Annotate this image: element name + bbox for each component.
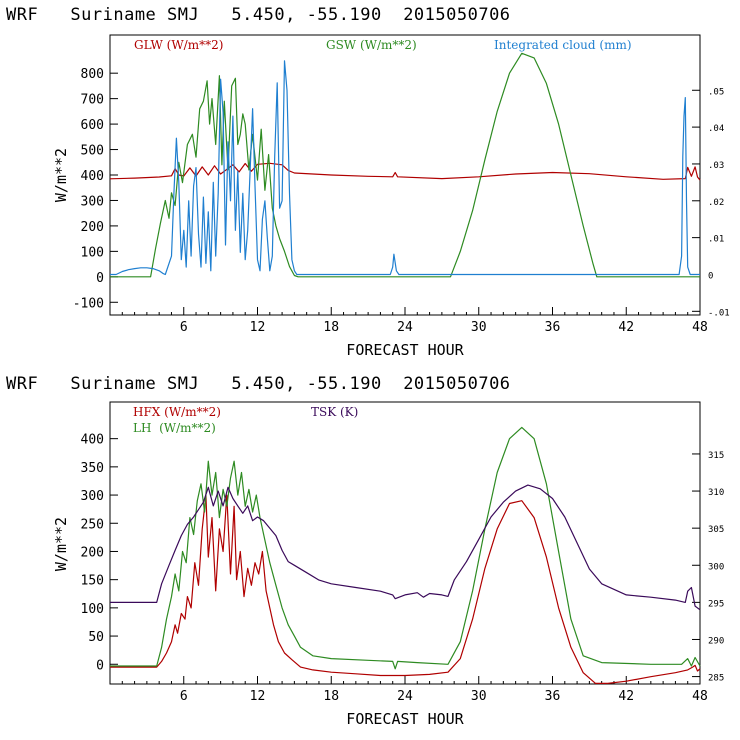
- legend-cloud: Integrated cloud (mm): [494, 38, 632, 52]
- chart-2-x-tick-label: 18: [323, 689, 339, 704]
- chart-1: WRF Suriname SMJ 5.450, -55.190 20150507…: [6, 5, 730, 359]
- chart-1-x-tick-label: 30: [471, 320, 487, 335]
- chart-2-title: WRF Suriname SMJ 5.450, -55.190 20150507…: [6, 374, 511, 394]
- chart-2-x-tick-label: 6: [180, 689, 188, 704]
- series-line-tsk: [110, 484, 701, 611]
- chart-2-x-tick-label: 24: [397, 689, 413, 704]
- chart-2-plot-frame: [109, 401, 701, 685]
- series-line-glw: [109, 162, 701, 181]
- chart-2-y2-tick-label: 310: [708, 488, 724, 498]
- chart-1-y-tick-label: 800: [81, 67, 104, 82]
- chart-2-y-tick-label: 100: [81, 602, 104, 617]
- legend-glw: GLW (W/m**2): [134, 38, 223, 52]
- chart-1-y2-ticks: -.01 0 .01 .02 .03 .04 .05: [692, 87, 730, 318]
- chart-2-y-axis-label: W/m**2: [52, 517, 70, 571]
- series-line-gsw: [110, 52, 700, 278]
- chart-2-y2-tick-label: 305: [708, 525, 724, 535]
- chart-1-y-ticks: -100 0 100 200 300 400 500 600 700 800: [73, 67, 118, 311]
- chart-1-y-tick-label: 400: [81, 169, 104, 184]
- chart-1-x-tick-label: 42: [618, 320, 634, 335]
- chart-2: WRF Suriname SMJ 5.450, -55.190 20150507…: [6, 374, 724, 728]
- chart-2-y2-ticks: 285 290 295 300 305 310 315: [692, 451, 724, 684]
- chart-1-x-tick-label: 24: [397, 320, 413, 335]
- legend-gsw: GSW (W/m**2): [326, 38, 417, 52]
- chart-2-x-tick-label: 12: [250, 689, 266, 704]
- chart-1-y-tick-label: 700: [81, 93, 104, 108]
- chart-2-x-tick-label: 42: [618, 689, 634, 704]
- chart-2-y-ticks: 0 50 100 150 200 250 300 350 400: [81, 433, 118, 673]
- chart-1-x-tick-label: 36: [545, 320, 561, 335]
- chart-1-y2-tick-label: 0: [708, 271, 713, 281]
- chart-1-y-tick-label: 0: [96, 271, 104, 286]
- series-line-lh: [110, 426, 701, 670]
- chart-2-y-tick-label: 0: [96, 658, 104, 673]
- chart-1-x-tick-label: 6: [180, 320, 188, 335]
- chart-1-series: [109, 52, 701, 278]
- legend-tsk: TSK (K): [311, 405, 358, 419]
- chart-2-y-tick-label: 150: [81, 574, 104, 589]
- chart-2-y2-tick-label: 290: [708, 636, 724, 646]
- chart-2-x-tick-label: 48: [692, 689, 708, 704]
- chart-2-x-tick-label: 30: [471, 689, 487, 704]
- series-line-hfx: [110, 494, 701, 685]
- chart-1-y-tick-label: 500: [81, 144, 104, 159]
- chart-1-y2-tick-label: .01: [708, 235, 724, 245]
- chart-2-y2-tick-label: 285: [708, 674, 724, 684]
- chart-2-y-tick-label: 50: [88, 630, 104, 645]
- chart-1-x-tick-label: 18: [323, 320, 339, 335]
- chart-2-y2-tick-label: 315: [708, 451, 724, 461]
- chart-1-y-tick-label: 300: [81, 194, 104, 209]
- chart-2-y-tick-label: 200: [81, 545, 104, 560]
- chart-2-y2-tick-label: 300: [708, 562, 724, 572]
- chart-1-y2-tick-label: .02: [708, 198, 724, 208]
- chart-1-y2-tick-label: .03: [708, 161, 724, 171]
- chart-1-y-axis-label: W/m**2: [52, 148, 70, 202]
- chart-1-x-tick-label: 12: [250, 320, 266, 335]
- chart-1-x-axis-label: FORECAST HOUR: [346, 341, 464, 359]
- chart-2-y-tick-label: 300: [81, 489, 104, 504]
- chart-1-y-tick-label: 100: [81, 245, 104, 260]
- chart-2-y-tick-label: 400: [81, 433, 104, 448]
- chart-2-x-tick-label: 36: [545, 689, 561, 704]
- series-line-cloud: [110, 60, 700, 276]
- chart-1-y-tick-label: 200: [81, 220, 104, 235]
- chart-1-title: WRF Suriname SMJ 5.450, -55.190 20150507…: [6, 5, 511, 25]
- chart-1-y-tick-label: -100: [73, 296, 104, 311]
- chart-1-x-tick-label: 48: [692, 320, 708, 335]
- chart-1-y2-tick-label: .04: [708, 124, 724, 134]
- chart-1-x-ticks: 6 12 18 24 30 36 42 48: [121, 307, 708, 335]
- chart-1-y2-tick-label: .05: [708, 87, 724, 97]
- chart-2-y-tick-label: 350: [81, 461, 104, 476]
- chart-1-y-tick-label: 600: [81, 118, 104, 133]
- legend-hfx: HFX (W/m**2): [133, 405, 221, 419]
- chart-2-y-tick-label: 250: [81, 517, 104, 532]
- chart-2-x-axis-label: FORECAST HOUR: [346, 710, 464, 728]
- legend-lh: LH (W/m**2): [133, 421, 216, 435]
- chart-2-y2-tick-label: 295: [708, 599, 724, 609]
- chart-2-x-ticks: 6 12 18 24 30 36 42 48: [121, 676, 708, 704]
- chart-1-y2-tick-label: -.01: [708, 308, 730, 318]
- chart-2-series: [110, 426, 701, 685]
